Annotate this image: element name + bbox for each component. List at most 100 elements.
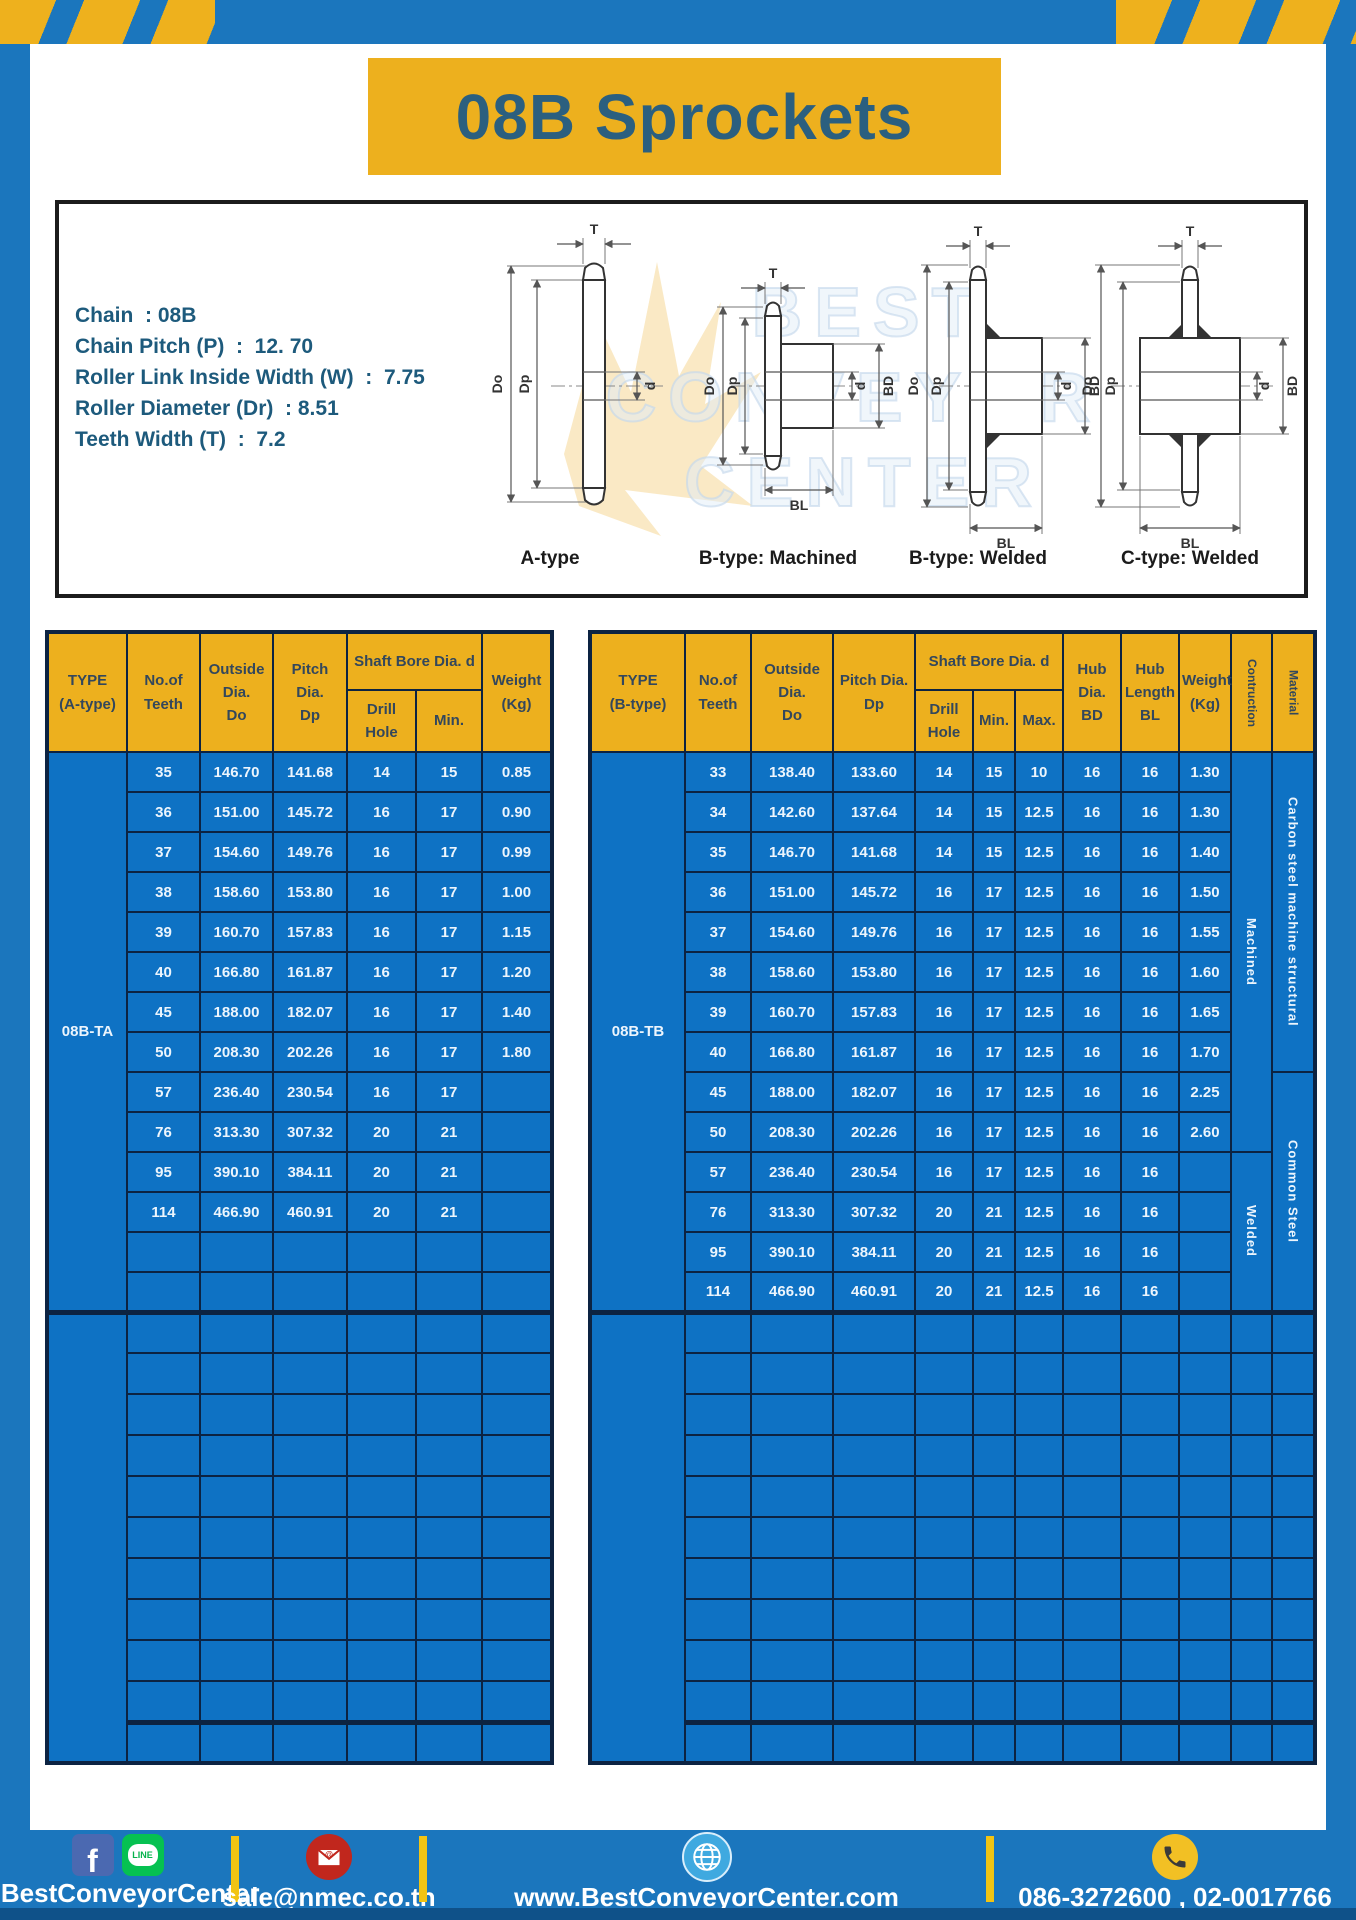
empty-cell bbox=[972, 1475, 1016, 1518]
empty-cell bbox=[126, 1434, 201, 1477]
dim-do: Do bbox=[905, 377, 921, 396]
empty-cell bbox=[414, 1680, 484, 1723]
table-cell: 16 bbox=[914, 871, 974, 913]
table-cell: 14 bbox=[914, 831, 974, 873]
table-cell: 17 bbox=[414, 1031, 484, 1073]
dim-d: d bbox=[1058, 382, 1074, 391]
table-cell: 35 bbox=[684, 831, 752, 873]
table-cell: 2.60 bbox=[1178, 1111, 1233, 1153]
empty-cell bbox=[1013, 1639, 1065, 1682]
empty-cell bbox=[1013, 1475, 1065, 1518]
table-cell: 16 bbox=[1062, 831, 1123, 873]
caption-b-welded: B-type: Welded bbox=[909, 548, 1047, 569]
table-cell: 12.5 bbox=[1013, 911, 1065, 953]
globe-icon bbox=[681, 1832, 732, 1882]
empty-cell bbox=[481, 1475, 554, 1518]
footer-email-text: sale@nmec.co.th bbox=[222, 1882, 436, 1912]
table-cell: 35 bbox=[126, 751, 201, 793]
empty-cell bbox=[684, 1680, 752, 1723]
empty-cell bbox=[1062, 1434, 1123, 1477]
footer-website: www.BestConveyorCenter.com bbox=[427, 1830, 986, 1912]
table-cell bbox=[481, 1111, 554, 1153]
dim-dp: Dp bbox=[1102, 377, 1118, 396]
table-cell: 20 bbox=[914, 1231, 974, 1273]
table-cell: 12.5 bbox=[1013, 1271, 1065, 1313]
drawing-b-machined: Do Dp T d bbox=[701, 265, 896, 513]
type-cell: 08B-TB bbox=[589, 751, 686, 1313]
empty-cell bbox=[199, 1352, 274, 1395]
table-cell: 230.54 bbox=[832, 1151, 916, 1193]
table-cell: 466.90 bbox=[750, 1271, 834, 1313]
empty-cell bbox=[832, 1719, 916, 1764]
table-cell: 16 bbox=[1120, 1151, 1181, 1193]
table-cell: 307.32 bbox=[832, 1191, 916, 1233]
empty-cell bbox=[1120, 1719, 1181, 1764]
empty-cell bbox=[126, 1719, 201, 1764]
top-border-bar bbox=[0, 0, 1356, 44]
dim-bl: BL bbox=[997, 535, 1016, 551]
table-cell: 460.91 bbox=[832, 1271, 916, 1313]
table-cell: 16 bbox=[1120, 1231, 1181, 1273]
empty-cell bbox=[272, 1680, 348, 1723]
dim-do: Do bbox=[489, 375, 505, 394]
hazard-stripes-left bbox=[0, 0, 215, 44]
table-cell: 16 bbox=[1120, 791, 1181, 833]
facebook-icon: f bbox=[71, 1834, 114, 1877]
spec-pitch: Chain Pitch (P) : 12. 70 bbox=[75, 335, 314, 358]
empty-cell bbox=[199, 1639, 274, 1682]
empty-cell bbox=[1178, 1475, 1233, 1518]
table-cell: 1.60 bbox=[1178, 951, 1233, 993]
table-cell: 202.26 bbox=[272, 1031, 348, 1073]
table-cell: 151.00 bbox=[199, 791, 274, 833]
material-cell-label: Common Steel bbox=[1285, 1139, 1301, 1243]
table-cell: 16 bbox=[346, 911, 417, 953]
table-cell: 161.87 bbox=[272, 951, 348, 993]
table-cell: 21 bbox=[972, 1191, 1016, 1233]
table-cell: 17 bbox=[414, 871, 484, 913]
footer-email: @ sale@nmec.co.th bbox=[222, 1830, 436, 1912]
empty-cell bbox=[1013, 1434, 1065, 1477]
table-cell: 188.00 bbox=[199, 991, 274, 1033]
dim-bd: BD bbox=[880, 376, 896, 396]
table-cell: 16 bbox=[914, 951, 974, 993]
table-cell bbox=[199, 1231, 274, 1273]
empty-cell bbox=[1230, 1516, 1274, 1559]
empty-cell bbox=[1271, 1639, 1317, 1682]
table-cell: 0.85 bbox=[481, 751, 554, 793]
type-cell: 08B-TA bbox=[46, 751, 128, 1313]
empty-cell bbox=[972, 1516, 1016, 1559]
empty-cell bbox=[1230, 1680, 1274, 1723]
table-cell: 137.64 bbox=[832, 791, 916, 833]
table-cell: 157.83 bbox=[832, 991, 916, 1033]
table-cell: 39 bbox=[126, 911, 201, 953]
footer-social-icons: f LINE bbox=[71, 1834, 164, 1877]
table-cell: 236.40 bbox=[199, 1071, 274, 1113]
table-cell: 17 bbox=[414, 991, 484, 1033]
empty-cell bbox=[1062, 1475, 1123, 1518]
empty-cell bbox=[1062, 1719, 1123, 1764]
table-cell: 1.40 bbox=[481, 991, 554, 1033]
empty-cell bbox=[126, 1639, 201, 1682]
empty-cell bbox=[750, 1309, 834, 1354]
table-cell: 153.80 bbox=[832, 951, 916, 993]
empty-cell bbox=[832, 1393, 916, 1436]
empty-cell bbox=[1178, 1516, 1233, 1559]
type-cell-empty bbox=[46, 1309, 128, 1764]
empty-cell bbox=[481, 1719, 554, 1764]
table-cell: 16 bbox=[1062, 1271, 1123, 1313]
table-cell: 145.72 bbox=[272, 791, 348, 833]
table-cell: 76 bbox=[126, 1111, 201, 1153]
empty-cell bbox=[126, 1309, 201, 1354]
footer-phone: 086-3272600 , 02-0017766 bbox=[994, 1830, 1356, 1912]
empty-cell bbox=[750, 1598, 834, 1641]
type-cell-empty bbox=[589, 1309, 686, 1764]
empty-cell bbox=[1120, 1352, 1181, 1395]
spec-roller-width: Roller Link Inside Width (W) : 7.75 bbox=[75, 366, 425, 389]
table-cell: 16 bbox=[1062, 1071, 1123, 1113]
table-cell bbox=[346, 1231, 417, 1273]
table-cell: 17 bbox=[414, 791, 484, 833]
table-cell: 1.20 bbox=[481, 951, 554, 993]
table-cell: 16 bbox=[346, 951, 417, 993]
empty-cell bbox=[1271, 1475, 1317, 1518]
